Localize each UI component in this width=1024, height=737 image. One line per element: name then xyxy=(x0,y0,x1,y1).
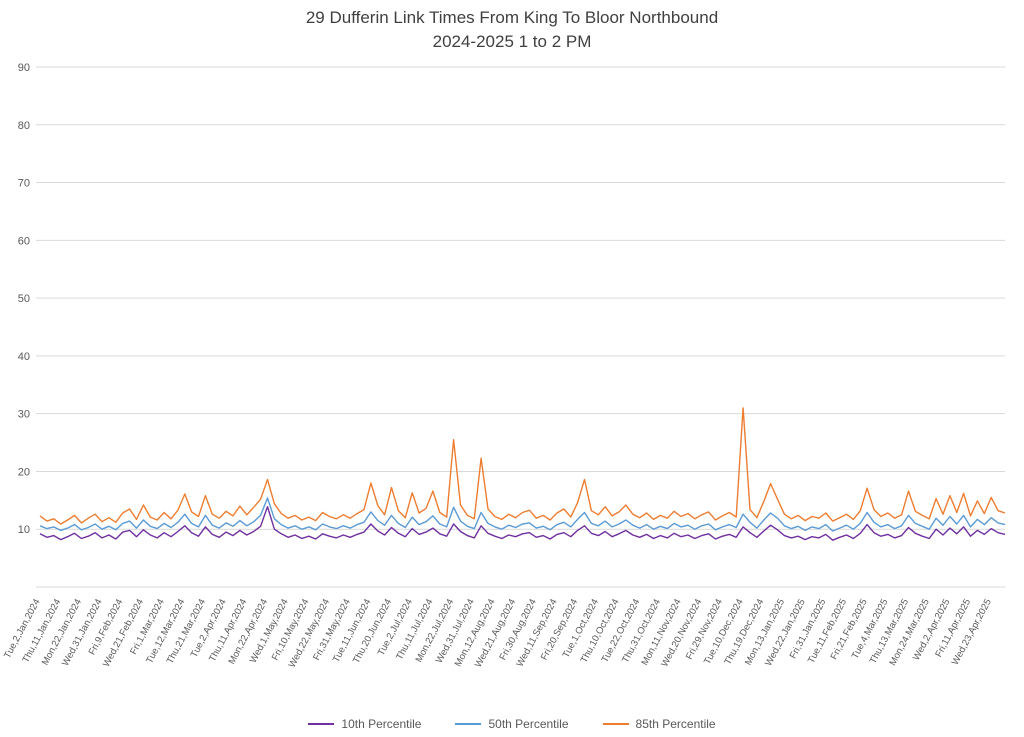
legend-item-10th-percentile: 10th Percentile xyxy=(308,717,421,731)
series-line-10th-percentile xyxy=(39,506,1006,541)
y-tick-label: 20 xyxy=(18,466,30,478)
legend-item-85th-percentile: 85th Percentile xyxy=(602,717,716,731)
series-line-50th-percentile xyxy=(39,497,1006,532)
chart-title: 29 Dufferin Link Times From King To Bloo… xyxy=(305,8,719,27)
legend-label-85th-percentile: 85th Percentile xyxy=(635,717,716,731)
y-tick-label: 60 xyxy=(18,235,30,247)
legend-label-50th-percentile: 50th Percentile xyxy=(488,717,569,731)
legend-item-50th-percentile: 50th Percentile xyxy=(455,717,569,731)
legend-swatch-85th-percentile-icon xyxy=(602,723,629,725)
chart-svg: 102030405060708090Tue,2,Jan,2024Thu,11,J… xyxy=(2,62,1006,670)
chart-title-block: 29 Dufferin Link Times From King To Bloo… xyxy=(0,0,1024,54)
y-tick-label: 50 xyxy=(18,293,30,305)
legend-swatch-50th-percentile-icon xyxy=(455,723,482,725)
y-tick-label: 70 xyxy=(18,178,30,190)
legend-swatch-10th-percentile-icon xyxy=(308,723,335,725)
chart-subtitle: 2024-2025 1 to 2 PM xyxy=(432,32,592,51)
y-tick-label: 40 xyxy=(18,351,30,363)
y-tick-label: 10 xyxy=(18,524,30,536)
y-tick-label: 30 xyxy=(18,409,30,421)
y-tick-label: 80 xyxy=(18,120,30,132)
y-tick-label: 90 xyxy=(18,62,30,74)
legend-label-10th-percentile: 10th Percentile xyxy=(341,717,422,731)
series-line-85th-percentile xyxy=(39,407,1006,525)
chart-legend: 10th Percentile 50th Percentile 85th Per… xyxy=(0,717,1024,731)
